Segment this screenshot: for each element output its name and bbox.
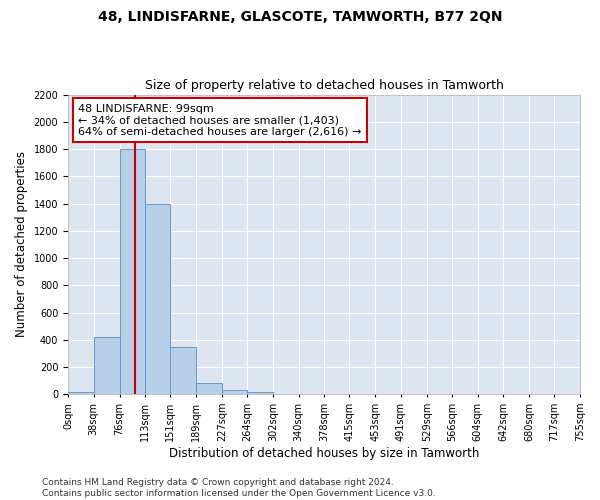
Text: Contains HM Land Registry data © Crown copyright and database right 2024.
Contai: Contains HM Land Registry data © Crown c… [42, 478, 436, 498]
Bar [196, 384, 222, 394]
Bar [247, 392, 273, 394]
Bar [94, 337, 119, 394]
Bar [119, 149, 145, 394]
Text: 48 LINDISFARNE: 99sqm
← 34% of detached houses are smaller (1,403)
64% of semi-d: 48 LINDISFARNE: 99sqm ← 34% of detached … [78, 104, 362, 136]
Text: 48, LINDISFARNE, GLASCOTE, TAMWORTH, B77 2QN: 48, LINDISFARNE, GLASCOTE, TAMWORTH, B77… [98, 10, 502, 24]
Bar [222, 390, 247, 394]
X-axis label: Distribution of detached houses by size in Tamworth: Distribution of detached houses by size … [169, 447, 479, 460]
Bar [170, 346, 196, 395]
Bar [68, 392, 94, 394]
Title: Size of property relative to detached houses in Tamworth: Size of property relative to detached ho… [145, 79, 503, 92]
Y-axis label: Number of detached properties: Number of detached properties [15, 152, 28, 338]
Bar [145, 204, 170, 394]
